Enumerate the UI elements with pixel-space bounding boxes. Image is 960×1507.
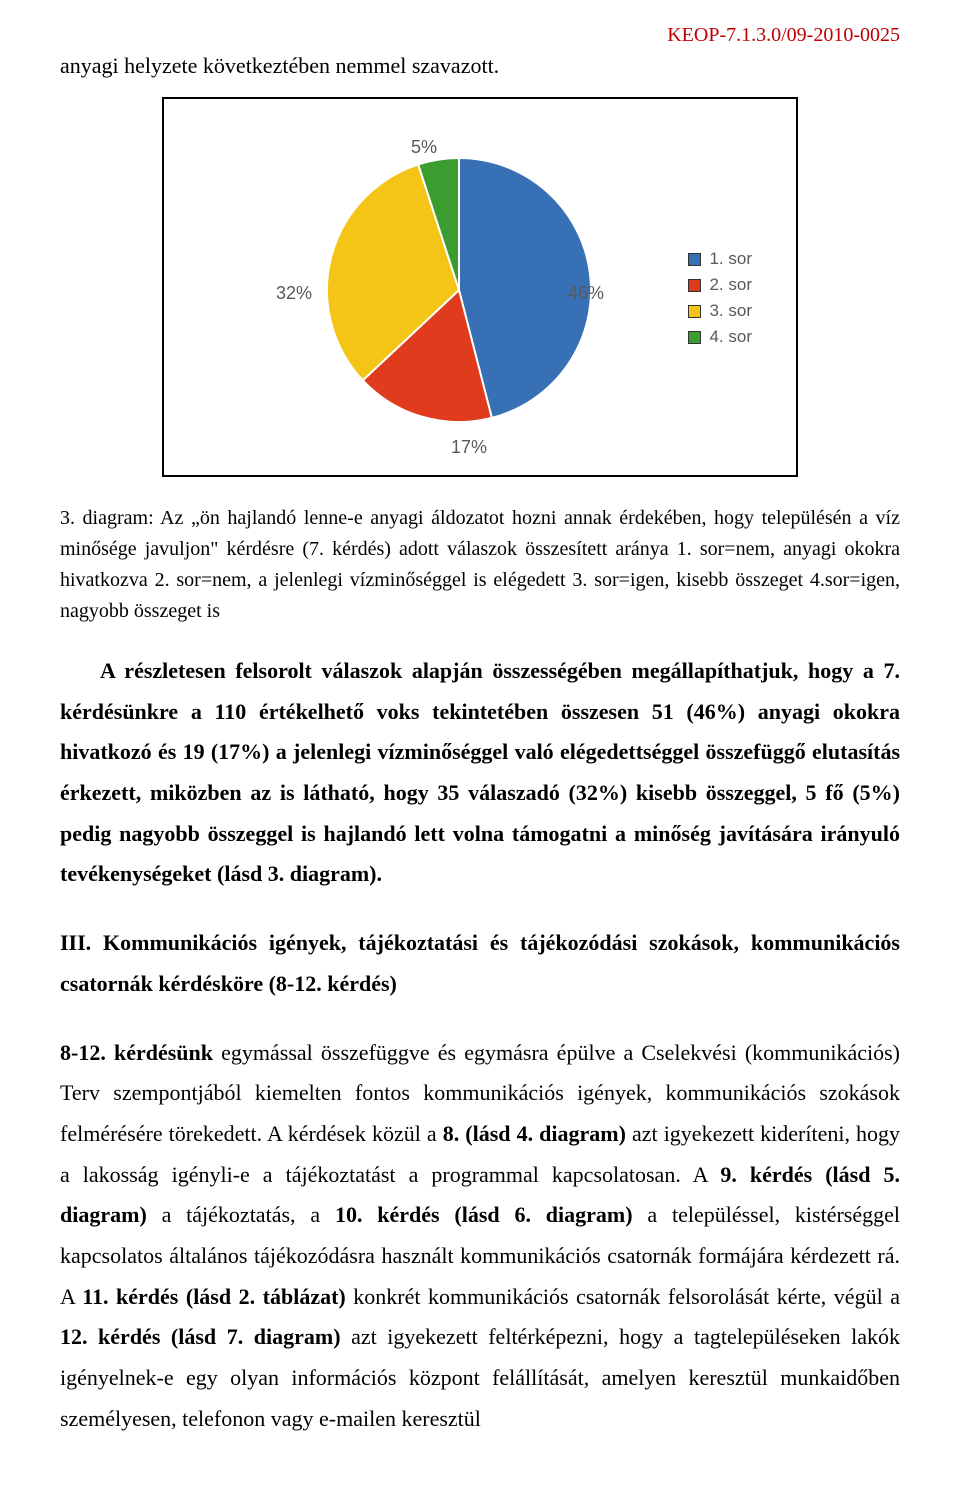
pie-label: 5%: [411, 137, 437, 158]
legend-label: 4. sor: [709, 327, 752, 347]
body-paragraph: A részletesen felsorolt válaszok alapján…: [60, 651, 900, 895]
legend-item: 3. sor: [688, 301, 752, 321]
document-page: KEOP-7.1.3.0/09-2010-0025 anyagi helyzet…: [0, 0, 960, 1507]
bold-run: 10. kérdés (lásd 6. diagram): [335, 1202, 647, 1227]
legend-item: 2. sor: [688, 275, 752, 295]
legend-swatch: [688, 331, 701, 344]
body-paragraph: 8-12. kérdésünk egymással összefüggve és…: [60, 1033, 900, 1440]
text-run: konkrét kommunikációs csatornák felsorol…: [353, 1284, 900, 1309]
bold-run: 8. (lásd 4. diagram): [443, 1121, 632, 1146]
intro-sentence: anyagi helyzete következtében nemmel sza…: [60, 53, 900, 79]
pie-chart: [326, 157, 592, 423]
legend-swatch: [688, 253, 701, 266]
legend-label: 3. sor: [709, 301, 752, 321]
figure-caption: 3. diagram: Az „ön hajlandó lenne-e anya…: [60, 503, 900, 627]
pie-chart-frame: 46% 17% 32% 5% 1. sor 2. sor 3. sor: [162, 97, 798, 477]
legend-item: 1. sor: [688, 249, 752, 269]
bold-run: 12. kérdés (lásd 7. diagram): [60, 1324, 351, 1349]
legend-swatch: [688, 279, 701, 292]
legend-swatch: [688, 305, 701, 318]
legend-item: 4. sor: [688, 327, 752, 347]
caption-prefix: 3. diagram: [60, 507, 148, 529]
paragraph-text: A részletesen felsorolt válaszok alapján…: [60, 658, 900, 886]
legend-label: 2. sor: [709, 275, 752, 295]
pie-label: 46%: [568, 283, 604, 304]
pie-legend: 1. sor 2. sor 3. sor 4. sor: [688, 249, 752, 353]
pie-label: 32%: [276, 283, 312, 304]
document-code: KEOP-7.1.3.0/09-2010-0025: [60, 24, 900, 47]
bold-run: 8-12. kérdésünk: [60, 1040, 221, 1065]
caption-body: : Az „ön hajlandó lenne-e anyagi áldozat…: [60, 507, 900, 622]
text-run: a tájékoztatás, a: [162, 1202, 335, 1227]
section-heading: III. Kommunikációs igények, tájékoztatás…: [60, 923, 900, 1004]
legend-label: 1. sor: [709, 249, 752, 269]
bold-run: 11. kérdés (lásd 2. táblázat): [82, 1284, 353, 1309]
pie-label: 17%: [451, 437, 487, 458]
